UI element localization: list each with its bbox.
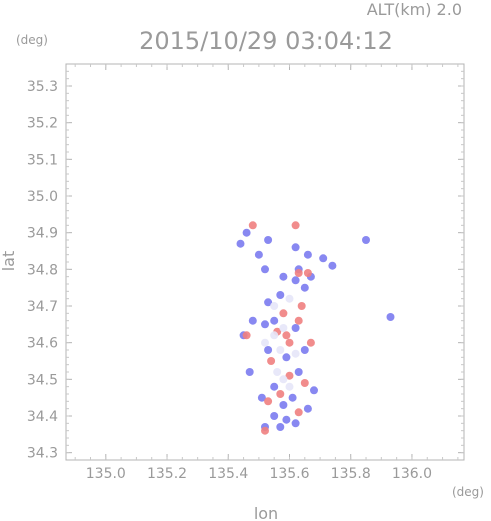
point-neutral-1 (276, 346, 285, 354)
point-negative-13 (291, 276, 300, 285)
point-neutral-0 (270, 331, 279, 340)
point-negative-22 (264, 346, 273, 354)
point-negative-35 (245, 368, 254, 376)
point-negative-6 (303, 250, 312, 259)
point-negative-0 (242, 228, 251, 237)
point-negative-15 (386, 313, 395, 321)
y-tick-label-3: 34.6 (27, 336, 58, 352)
point-positive-10 (285, 371, 294, 380)
point-neutral-4 (285, 382, 294, 391)
point-positive-4 (297, 302, 306, 310)
point-negative-3 (264, 236, 273, 244)
y-tick-label-6: 34.9 (27, 226, 58, 242)
y-tick-label-4: 34.7 (27, 299, 58, 315)
point-positive-13 (276, 390, 285, 398)
point-negative-33 (303, 404, 312, 413)
point-negative-4 (261, 265, 269, 274)
point-positive-12 (264, 397, 273, 406)
point-positive-17 (279, 309, 288, 318)
y-tick-label-1: 34.4 (27, 409, 58, 425)
point-positive-8 (285, 338, 294, 347)
x-axis-ticks: 135.0 135.2 135.4 135.6 135.8 136.0 (74, 64, 459, 482)
point-negative-28 (270, 412, 279, 420)
x-tick-label-2: 135.4 (208, 466, 248, 482)
point-negative-31 (276, 423, 285, 431)
point-negative-14 (362, 236, 370, 244)
x-tick-label-1: 135.2 (147, 466, 187, 482)
y-tick-label-2: 34.5 (27, 372, 58, 388)
x-tick-label-3: 135.6 (269, 466, 309, 482)
data-points (236, 221, 395, 435)
point-positive-14 (261, 426, 269, 435)
point-negative-12 (279, 272, 288, 281)
x-tick-label-5: 136.0 (392, 466, 432, 482)
point-neutral-3 (273, 368, 282, 376)
y-tick-label-9: 35.2 (27, 116, 58, 132)
y-axis-unit: (deg) (16, 33, 48, 47)
point-neutral-8 (261, 338, 269, 347)
x-axis-unit: (deg) (452, 485, 484, 499)
x-axis-label: lon (254, 504, 278, 521)
point-positive-0 (248, 221, 257, 230)
y-axis-ticks: 34.3 34.4 34.5 34.6 34.7 34.8 34.9 35.0 35.1 35.2… (27, 70, 464, 462)
point-negative-5 (291, 243, 300, 252)
point-neutral-9 (279, 375, 288, 384)
point-negative-34 (310, 386, 318, 395)
y-tick-label-5: 34.8 (27, 262, 58, 278)
point-negative-19 (270, 316, 279, 325)
point-positive-15 (242, 331, 251, 340)
point-negative-24 (294, 368, 303, 376)
point-negative-9 (300, 283, 309, 292)
point-positive-2 (294, 269, 303, 277)
point-negative-11 (328, 261, 337, 270)
point-positive-6 (282, 331, 291, 340)
y-tick-label-10: 35.3 (27, 79, 58, 95)
point-negative-17 (276, 291, 285, 299)
point-negative-23 (282, 353, 291, 362)
x-tick-label-0: 135.0 (86, 466, 126, 482)
point-negative-21 (300, 346, 309, 354)
point-negative-32 (291, 419, 300, 428)
point-positive-7 (294, 316, 303, 325)
point-neutral-6 (270, 302, 279, 310)
point-neutral-5 (291, 349, 300, 358)
point-negative-29 (282, 415, 291, 424)
point-neutral-2 (279, 324, 288, 332)
chart-title: 2015/10/29 03:04:12 (139, 27, 393, 55)
point-negative-20 (291, 324, 300, 332)
point-positive-18 (306, 338, 315, 347)
point-negative-38 (257, 393, 266, 402)
point-positive-9 (267, 357, 276, 365)
point-negative-25 (270, 382, 279, 391)
point-positive-11 (300, 379, 309, 387)
point-positive-3 (303, 269, 312, 277)
point-positive-1 (291, 221, 300, 230)
point-negative-2 (254, 250, 263, 259)
point-negative-1 (236, 239, 245, 248)
point-negative-18 (261, 320, 269, 329)
y-tick-label-8: 35.1 (27, 152, 58, 168)
y-tick-label-0: 34.3 (27, 446, 58, 462)
point-negative-27 (288, 393, 297, 402)
point-negative-26 (279, 401, 288, 409)
x-tick-label-4: 135.8 (331, 466, 371, 482)
y-tick-label-7: 35.0 (27, 189, 58, 205)
point-positive-16 (294, 408, 303, 417)
point-negative-10 (319, 254, 328, 263)
chart-subtitle: ALT(km) 2.0 (367, 0, 462, 19)
y-axis-label: lat (0, 251, 18, 272)
point-neutral-7 (285, 294, 294, 303)
point-negative-37 (248, 316, 257, 325)
point-negative-16 (264, 298, 273, 307)
